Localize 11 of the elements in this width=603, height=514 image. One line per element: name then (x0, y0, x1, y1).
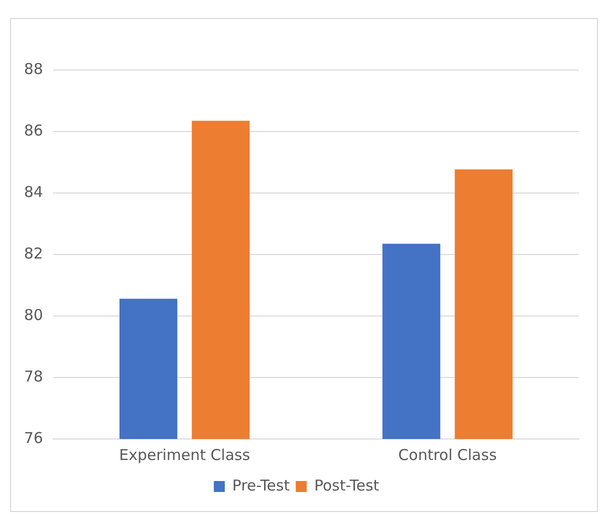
legend-label: Post-Test (314, 476, 380, 494)
y-tick-label: 84 (24, 182, 44, 201)
y-tick-label: 88 (24, 60, 44, 78)
y-tick-label: 82 (24, 244, 44, 262)
y-tick-label: 86 (24, 121, 44, 140)
x-tick-label: Control Class (398, 446, 497, 464)
y-tick-label: 78 (24, 367, 44, 386)
legend-label: Pre-Test (232, 476, 290, 494)
x-tick-label: Experiment Class (119, 446, 250, 464)
y-tick-label: 80 (24, 306, 44, 324)
y-tick-label: 76 (24, 428, 44, 447)
